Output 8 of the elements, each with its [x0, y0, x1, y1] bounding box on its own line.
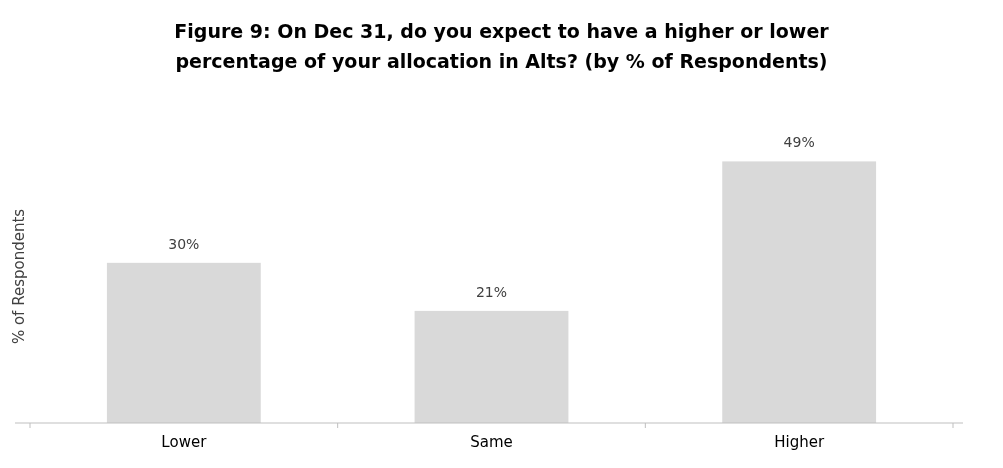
data-label: 30% [168, 235, 200, 252]
x-tick-label: Same [470, 433, 513, 451]
x-tick-label: Lower [161, 433, 208, 451]
y-axis-title: % of Respondents [10, 208, 28, 345]
data-label: 49% [783, 134, 815, 151]
data-label: 21% [475, 283, 508, 300]
chart-title: Figure 9: On Dec 31, do you expect to have a higher or lower percentage of your allocation in Alts? (by % of Respondents) [174, 20, 830, 72]
x-tick-label: Higher [774, 433, 825, 451]
